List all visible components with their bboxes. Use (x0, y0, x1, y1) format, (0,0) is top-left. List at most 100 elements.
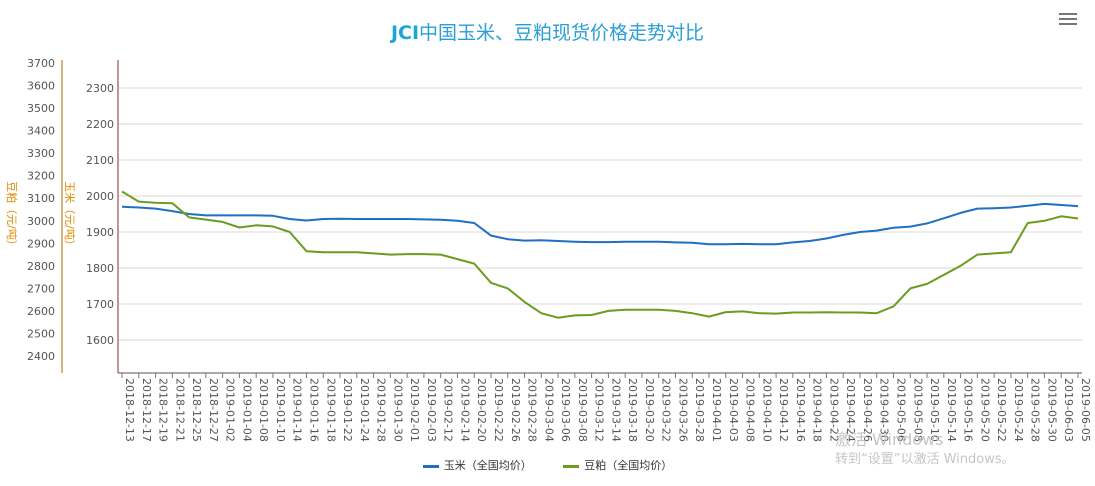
series-line-soymeal (121, 190, 1079, 319)
x-axis-tick-label: 2019-04-16 (794, 378, 807, 442)
chart-title: JCI中国玉米、豆粕现货价格走势对比 (0, 18, 1095, 45)
x-axis-tick-label: 2019-04-22 (827, 378, 840, 442)
x-axis-tick-label: 2019-04-01 (710, 378, 723, 442)
x-axis-tick-label: 2019-04-26 (861, 378, 874, 442)
right-axis-tick-label: 2100 (86, 154, 114, 167)
x-axis-tick-label: 2019-03-08 (576, 378, 589, 442)
x-axis-tick-label: 2019-05-08 (911, 378, 924, 442)
x-axis-tick-label: 2019-02-22 (492, 378, 505, 442)
x-axis-tick-label: 2019-01-24 (358, 378, 371, 442)
x-axis-tick-label: 2019-04-12 (777, 378, 790, 442)
x-axis-tick-label: 2019-03-26 (676, 378, 689, 442)
left-axis-tick-label: 3300 (27, 147, 55, 160)
x-axis-tick-label: 2019-01-28 (375, 378, 388, 442)
x-axis-tick-label: 2018-12-19 (157, 378, 170, 442)
right-axis-tick-label: 1600 (86, 334, 114, 347)
x-axis-tick-label: 2019-05-10 (928, 378, 941, 442)
x-axis-tick-label: 2019-01-18 (324, 378, 337, 442)
right-axis-tick-label: 1800 (86, 262, 114, 275)
left-axis-tick-label: 2800 (27, 260, 55, 273)
x-axis-tick-label: 2019-04-30 (878, 378, 891, 442)
x-axis-tick-label: 2019-02-20 (475, 378, 488, 442)
legend-label-corn: 玉米（全国均价） (443, 459, 532, 472)
x-axis-tick-label: 2018-12-13 (123, 378, 136, 442)
left-axis-tick-label: 2900 (27, 237, 55, 250)
x-axis-tick-label: 2019-05-22 (995, 378, 1008, 442)
x-axis-tick-label: 2019-02-12 (442, 378, 455, 442)
right-axis-tick-label: 2300 (86, 82, 114, 95)
grid-lines (118, 87, 1082, 341)
x-axis-tick-label: 2019-05-30 (1045, 378, 1058, 442)
x-axis-tick-label: 2019-01-10 (274, 378, 287, 442)
x-axis-tick-label: 2019-01-22 (341, 378, 354, 442)
left-axis-tick-label: 2600 (27, 305, 55, 318)
x-axis-tick-label: 2019-02-26 (509, 378, 522, 442)
left-axis-tick-label: 2400 (27, 350, 55, 363)
right-y-axis: 1600 1700 1800 1900 2000 2100 2200 2300 (86, 60, 119, 373)
right-axis-title: 玉米（元/吨） (63, 181, 76, 251)
x-axis-tick-label: 2019-01-16 (307, 378, 320, 442)
left-axis-tick-label: 3400 (27, 125, 55, 138)
x-axis-tick-label: 2019-03-12 (593, 378, 606, 442)
x-axis-tick-label: 2018-12-21 (173, 378, 186, 442)
hamburger-menu-icon[interactable] (1059, 13, 1077, 27)
x-axis-tick-label: 2019-03-28 (693, 378, 706, 442)
x-axis-tick-label: 2019-05-28 (1029, 378, 1042, 442)
x-axis: 2018-12-13 2018-12-17 2018-12-19 2018-12-21… (118, 372, 1092, 442)
x-axis-tick-label: 2019-05-14 (945, 378, 958, 442)
left-axis-tick-label: 3200 (27, 170, 55, 183)
windows-activation-watermark: 激活 Windows 转到“设置”以激活 Windows。 (835, 430, 1015, 470)
x-axis-tick-label: 2019-05-24 (1012, 378, 1025, 442)
legend-swatch-soymeal (563, 464, 580, 468)
x-axis-tick-label: 2019-03-20 (643, 378, 656, 442)
legend-item-soymeal[interactable]: 豆粕（全国均价） (563, 457, 672, 473)
series-lines (121, 190, 1079, 319)
x-axis-tick-label: 2019-03-04 (542, 378, 555, 442)
x-axis-tick-label: 2019-06-05 (1079, 378, 1092, 442)
x-axis-tick-label: 2019-01-08 (257, 378, 270, 442)
left-axis-tick-label: 3700 (27, 57, 55, 70)
right-axis-tick-label: 2000 (86, 190, 114, 203)
x-axis-tick-label: 2019-05-16 (962, 378, 975, 442)
x-axis-tick-label: 2019-05-06 (895, 378, 908, 442)
series-line-corn (121, 202, 1079, 246)
x-axis-tick-label: 2019-03-14 (609, 378, 622, 442)
x-axis-tick-label: 2019-04-18 (811, 378, 824, 442)
x-axis-tick-label: 2018-12-17 (140, 378, 153, 442)
x-axis-tick-label: 2019-04-10 (760, 378, 773, 442)
left-axis-tick-label: 3000 (27, 215, 55, 228)
x-axis-tick-label: 2018-12-27 (207, 378, 220, 442)
chart-title-text: 中国玉米、豆粕现货价格走势对比 (419, 22, 705, 44)
left-axis-tick-label: 2700 (27, 282, 55, 295)
right-axis-tick-label: 1700 (86, 298, 114, 311)
right-axis-tick-label: 2200 (86, 118, 114, 131)
left-y-axis: 2400 2500 2600 2700 2800 2900 3000 3100 3200 3300… (27, 57, 63, 373)
left-axis-tick-label: 3500 (27, 102, 55, 115)
left-axis-title: 豆粕（元/吨） (5, 181, 19, 251)
legend: 玉米（全国均价） 豆粕（全国均价） (0, 457, 1095, 473)
x-axis-tick-label: 2018-12-25 (190, 378, 203, 442)
x-axis-tick-label: 2019-02-01 (408, 378, 421, 442)
x-axis-tick-label: 2019-06-03 (1062, 378, 1075, 442)
legend-swatch-corn (422, 464, 439, 468)
x-axis-tick-label: 2019-04-08 (744, 378, 757, 442)
x-axis-tick-label: 2019-02-14 (458, 378, 471, 442)
x-axis-tick-label: 2019-03-22 (660, 378, 673, 442)
x-axis-tick-label: 2019-01-14 (291, 378, 304, 442)
left-axis-tick-label: 2500 (27, 327, 55, 340)
chart-title-brand: JCI (390, 22, 420, 44)
x-axis-tick-label: 2019-03-06 (559, 378, 572, 442)
x-axis-tick-label: 2019-05-20 (978, 378, 991, 442)
x-axis-tick-label: 2019-01-30 (391, 378, 404, 442)
left-axis-tick-label: 3600 (27, 80, 55, 93)
x-axis-tick-label: 2019-02-03 (425, 378, 438, 442)
right-axis-tick-label: 1900 (86, 226, 114, 239)
x-axis-tick-label: 2019-01-04 (240, 378, 253, 442)
legend-label-soymeal: 豆粕（全国均价） (584, 459, 673, 472)
legend-item-corn[interactable]: 玉米（全国均价） (422, 457, 532, 473)
left-axis-tick-label: 3100 (27, 192, 55, 205)
x-axis-tick-label: 2019-04-24 (844, 378, 857, 442)
x-axis-tick-label: 2019-02-28 (526, 378, 539, 442)
watermark-line2: 转到“设置”以激活 Windows。 (835, 452, 1015, 467)
